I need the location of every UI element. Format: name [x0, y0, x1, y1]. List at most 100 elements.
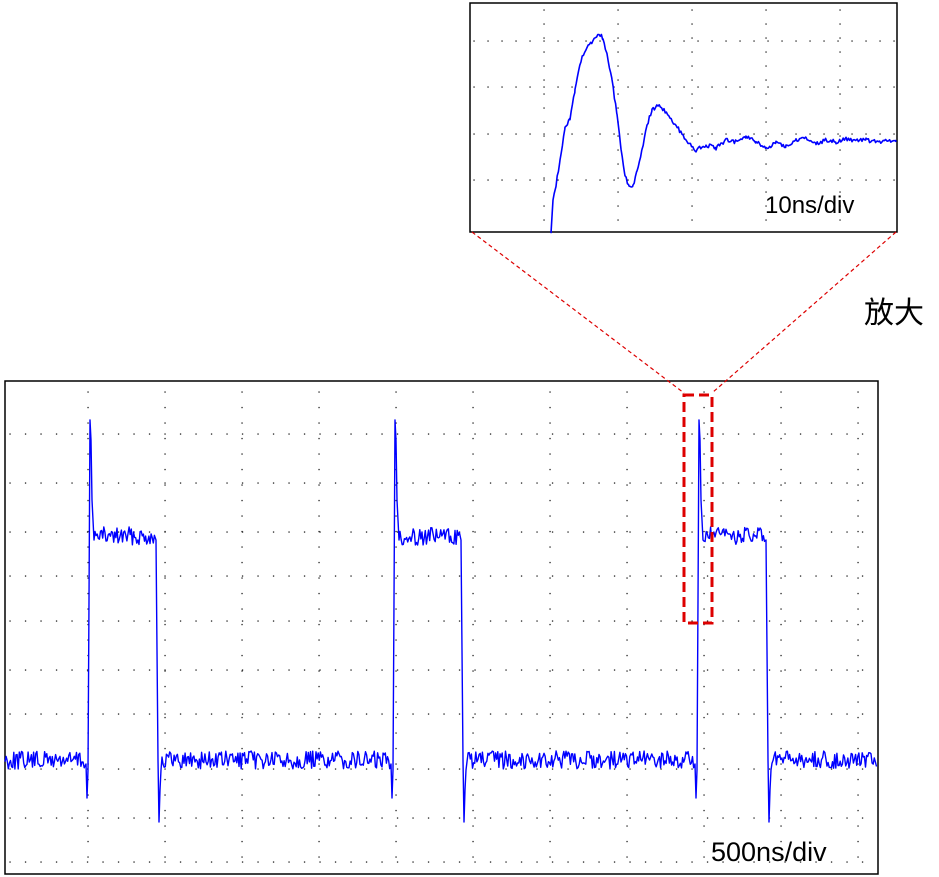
main-grid-dot: [86, 817, 89, 819]
zoom-grid-dot: [473, 179, 475, 181]
zoom-grid-dot: [557, 40, 559, 42]
main-grid-dot: [472, 639, 474, 641]
zoom-grid-dot: [839, 149, 841, 151]
main-grid-dot: [195, 669, 197, 671]
main-grid-dot: [87, 391, 89, 393]
zoom-grid-dot: [543, 121, 545, 123]
main-grid-dot: [780, 499, 782, 502]
main-grid-dot: [780, 546, 782, 548]
main-grid-dot: [536, 482, 538, 484]
main-grid-dot: [598, 713, 600, 715]
zoom-grid-dot: [809, 40, 811, 42]
zoom-grid-dot: [641, 179, 643, 181]
main-grid-dot: [365, 620, 368, 622]
zoom-grid-dot: [571, 40, 573, 42]
main-grid-dot: [443, 861, 445, 863]
main-grid-dot: [520, 669, 523, 671]
main-grid-dot: [318, 515, 320, 517]
zoom-grid-dot: [839, 177, 841, 179]
main-grid-dot: [319, 861, 321, 863]
main-grid-dot: [272, 531, 275, 533]
zoom-grid-dot: [865, 133, 867, 135]
main-grid-dot: [86, 482, 89, 484]
main-grid-dot: [846, 669, 848, 671]
main-grid-dot: [319, 433, 321, 435]
main-grid-dot: [846, 817, 848, 819]
zoom-grid-dot: [765, 163, 767, 165]
main-grid-dot: [55, 861, 58, 863]
main-grid-dot: [472, 608, 474, 610]
main-grid-dot: [257, 768, 259, 770]
zoom-grid-dot: [823, 40, 825, 42]
main-grid-dot: [768, 531, 771, 533]
main-grid-dot: [318, 608, 320, 610]
main-grid-dot: [241, 747, 243, 750]
main-grid-dot: [489, 433, 492, 435]
main-grid-dot: [626, 701, 628, 703]
main-grid-dot: [87, 577, 89, 579]
zoom-grid-dot: [691, 51, 693, 53]
zoom-grid-dot: [839, 219, 841, 221]
main-grid-dot: [443, 575, 445, 577]
main-grid-dot: [675, 482, 678, 484]
main-grid-dot: [87, 639, 89, 641]
main-grid-dot: [164, 639, 166, 641]
main-grid-dot: [815, 433, 817, 435]
main-grid-dot: [412, 433, 414, 435]
main-grid-dot: [303, 620, 306, 622]
zoom-region-marker: [682, 393, 714, 625]
main-grid-dot: [489, 482, 492, 484]
main-grid-dot: [722, 482, 724, 484]
main-grid-dot: [549, 530, 551, 533]
main-grid-dot: [472, 468, 474, 471]
main-grid-dot: [753, 669, 755, 671]
main-grid-dot: [780, 732, 782, 734]
main-grid-dot: [395, 422, 397, 424]
main-grid-dot: [857, 453, 859, 455]
main-grid-dot: [55, 817, 58, 819]
main-grid-dot: [396, 482, 399, 484]
zoom-grid-dot: [879, 40, 881, 42]
main-grid-dot: [737, 768, 740, 770]
main-grid-dot: [830, 482, 833, 484]
main-grid-dot: [520, 531, 523, 533]
main-grid-dot: [857, 685, 859, 688]
main-grid-dot: [472, 391, 474, 393]
main-grid-dot: [395, 825, 397, 827]
main-grid-dot: [675, 713, 678, 715]
main-grid-dot: [598, 669, 600, 671]
zoom-grid-dot: [795, 86, 797, 88]
main-grid-dot: [784, 669, 786, 671]
main-grid-dot: [846, 768, 848, 770]
zoom-grid-dot: [823, 133, 825, 135]
zoom-grid-dot: [839, 205, 841, 207]
main-grid-dot: [210, 531, 213, 533]
zoom-grid-dot: [571, 133, 573, 135]
main-grid-dot: [780, 623, 782, 626]
main-grid-dot: [857, 716, 859, 719]
main-grid-dot: [582, 531, 585, 533]
zoom-grid-dot: [691, 121, 693, 123]
main-grid-dot: [753, 768, 755, 770]
main-grid-dot: [226, 575, 228, 577]
main-grid-dot: [780, 840, 782, 843]
main-grid-dot: [318, 778, 320, 781]
main-grid-dot: [703, 809, 705, 812]
main-grid-dot: [40, 768, 42, 770]
main-grid-dot: [830, 817, 833, 819]
main-grid-dot: [626, 515, 628, 517]
main-grid-dot: [549, 809, 551, 812]
main-grid-dot: [626, 716, 628, 719]
main-grid-dot: [288, 575, 290, 577]
main-grid-dot: [148, 817, 151, 819]
main-grid-dot: [644, 531, 647, 533]
main-grid-dot: [55, 713, 58, 715]
zoom-grid-dot: [599, 179, 601, 181]
main-grid-dot: [395, 732, 397, 734]
zoom-grid-dot: [765, 177, 767, 179]
main-grid-dot: [117, 620, 120, 622]
main-grid-dot: [520, 575, 523, 577]
main-grid-dot: [334, 817, 337, 819]
zoom-grid-dot: [571, 86, 573, 88]
zoom-grid-dot: [585, 179, 587, 181]
